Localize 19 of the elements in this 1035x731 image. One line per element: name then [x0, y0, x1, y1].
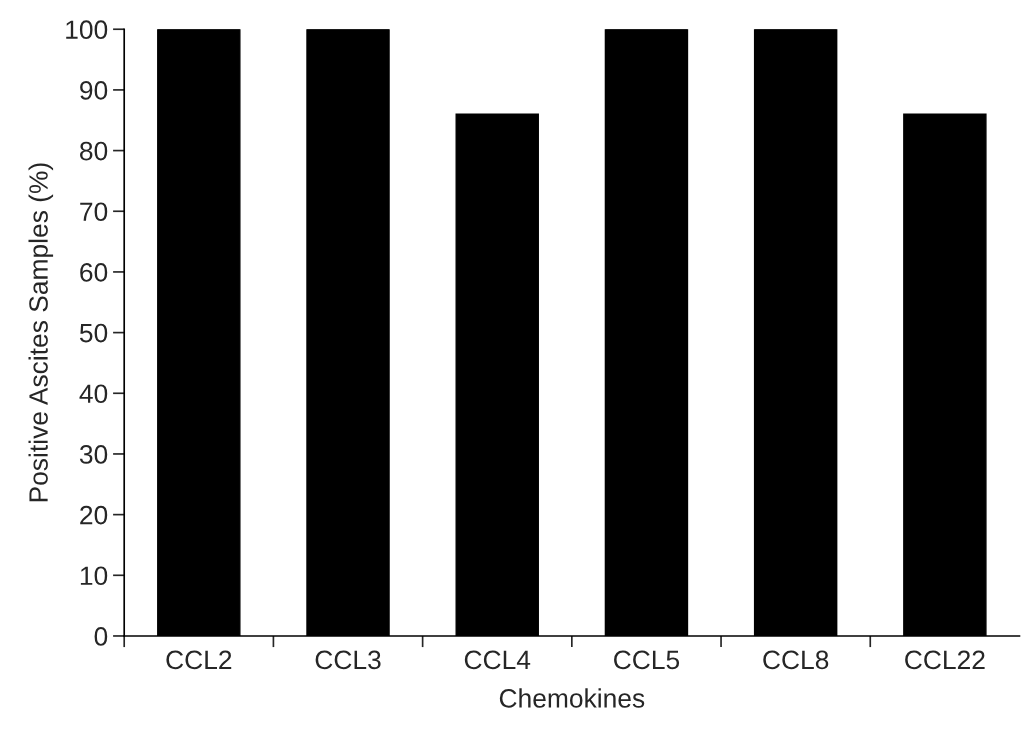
- x-tick-label: CCL8: [763, 650, 829, 670]
- y-tick-label: 40: [79, 384, 108, 404]
- y-tick-label: 100: [66, 20, 108, 40]
- y-tick-label: 60: [80, 263, 108, 282]
- x-tick-label: CCL22: [905, 650, 985, 670]
- y-tick-label: 10: [80, 566, 108, 586]
- x-tick-label: CCL3: [315, 650, 381, 670]
- x-axis-title: Chemokines: [499, 688, 645, 708]
- y-axis-title: Positive Ascites Samples (%): [28, 163, 54, 502]
- x-tick-label: CCL5: [614, 650, 680, 670]
- y-tick-label: 70: [80, 202, 108, 222]
- y-tick-label: 20: [80, 505, 108, 525]
- y-tick-label: 30: [79, 445, 108, 464]
- x-tick-label: CCL2: [166, 650, 232, 670]
- y-tick-label: 50: [79, 323, 108, 343]
- y-tick-label: 0: [94, 627, 108, 646]
- x-tick-label: CCL4: [464, 650, 531, 670]
- y-tick-label: 80: [80, 141, 108, 161]
- y-tick-label: 90: [80, 81, 108, 100]
